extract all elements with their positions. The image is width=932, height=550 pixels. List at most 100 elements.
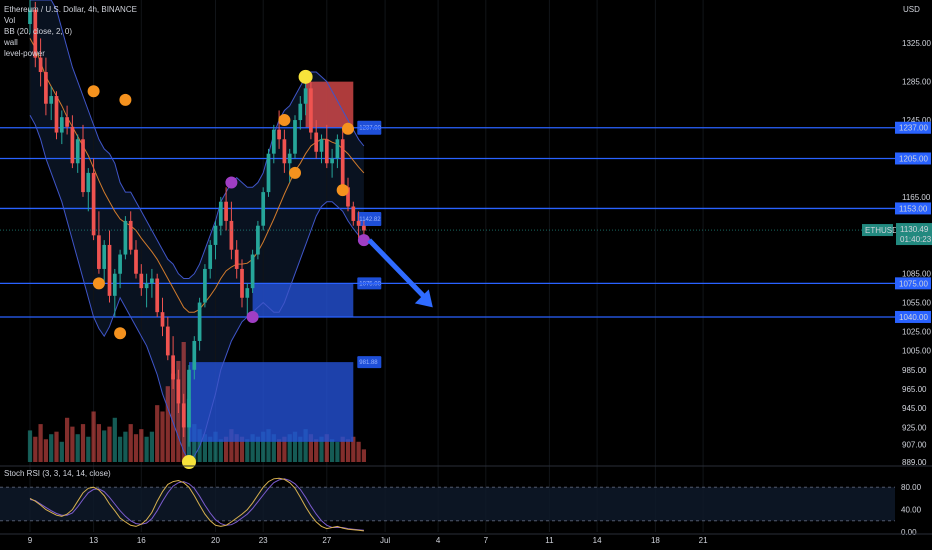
candle-body [33,9,38,58]
level-price-label: 1040.00 [899,313,928,322]
current-price-tag [896,223,932,246]
volume-bar [356,441,361,462]
candle-body [203,268,207,303]
volume-bars [27,342,367,462]
volume-bar [27,430,33,462]
candle-body [234,249,239,269]
volume-bar [160,411,165,462]
candle-body [277,129,281,140]
candlesticks [28,0,366,447]
stoch-rsi-panel: 80.00 40.00 0.00 [0,465,932,537]
volume-bar [250,434,255,462]
candle-body [282,139,287,164]
level-price-tag [895,310,931,323]
blue-zone-box [252,283,354,317]
time-axis[interactable]: 9 13 16 20 23 27 Jul 4 7 11 14 18 21 [0,533,932,545]
volume-bar [329,439,335,462]
price-tick-label: 1025.00 [902,327,931,336]
blue-zone-box [189,362,354,442]
current-price-label: 1130.49 [900,225,929,234]
level-price-tag [895,202,931,215]
time-tick-label: 4 [436,536,441,545]
price-tick-label: 945.00 [902,404,927,413]
time-tick-label: 14 [593,536,602,545]
indicator-wall[interactable]: wall [4,38,18,47]
stoch-d-line [29,478,364,531]
volume-bar [59,441,64,462]
time-tick-label: 20 [211,536,220,545]
volume-bar [107,426,112,462]
price-tick-label: 907.00 [902,441,927,450]
candle-body [49,96,54,104]
candle-body [165,326,170,356]
indicator-level-power[interactable]: level-power [4,49,45,58]
price-axis[interactable]: USD 1325.00 1285.00 1245.00 1205.00 1165.00 11… [0,0,932,470]
volume-bar [123,431,128,462]
symbol-title[interactable]: Ethereum / U.S. Dollar, 4h, BINANCE [4,5,137,14]
volume-bar [335,441,340,462]
orange-signal-marker [278,114,291,127]
candle-body [256,225,260,255]
candle-body [176,379,181,404]
volume-bar [202,434,208,462]
candle-body [112,273,117,296]
candle-body [128,220,133,250]
volume-bar [271,434,276,462]
candle-body [261,192,266,226]
candle-body [75,139,80,164]
volume-bar [213,431,218,462]
volume-bar [314,439,319,462]
candle-body [293,120,297,154]
time-tick-label: 23 [259,536,268,545]
volume-bar [255,436,261,462]
signal-markers [87,69,370,469]
orange-signal-marker [119,93,132,106]
volume-bar [54,431,59,462]
purple-signal-marker [357,234,370,247]
candle-body [144,283,149,289]
candle-body [86,172,91,193]
stoch-rsi-legend[interactable]: Stoch RSI (3, 3, 14, 14, close) [4,469,111,478]
volume-bar [287,434,292,462]
orange-signal-marker [87,85,100,98]
candle-body [28,9,32,25]
volume-bar [345,439,351,462]
candle-body [271,129,276,154]
volume-bar [282,436,287,462]
indicator-bb[interactable]: BB (20, close, 2, 0) [4,27,73,36]
arrow-shaft [367,238,429,302]
time-tick-label: 16 [137,536,146,545]
time-tick-label: 27 [322,536,331,545]
level-price-label: 1153.00 [899,204,928,213]
volume-bar [218,439,223,462]
candle-body [330,158,334,164]
volume-bar [102,430,107,462]
indicator-vol[interactable]: Vol [4,16,16,25]
red-zone-box [305,81,354,128]
candle-body [266,153,271,193]
price-tick-label: 965.00 [902,385,927,394]
candle-body [287,153,292,164]
candle-body [356,220,361,226]
level-price-label: 1205.00 [899,154,928,163]
volume-bar [303,429,308,462]
level-price-label: 1075.00 [899,279,928,288]
volume-bar [112,417,117,462]
price-tick-label: 985.00 [902,366,927,375]
symbol-label: ETHUSD [865,226,898,235]
volume-bar [192,424,197,462]
candle-body [224,201,228,221]
price-tick-label: 1285.00 [902,78,931,87]
candle-body [38,57,43,73]
candle-body [351,206,356,221]
stoch-band-fill [0,487,895,521]
time-tick-label: 21 [699,536,708,545]
time-tick-label: 7 [484,536,489,545]
candle-body [346,187,350,207]
candle-body [208,244,213,269]
volume-bar [245,439,250,462]
arrow-head [414,289,433,308]
candle-body [139,273,144,289]
bollinger-lower-line [29,115,365,462]
